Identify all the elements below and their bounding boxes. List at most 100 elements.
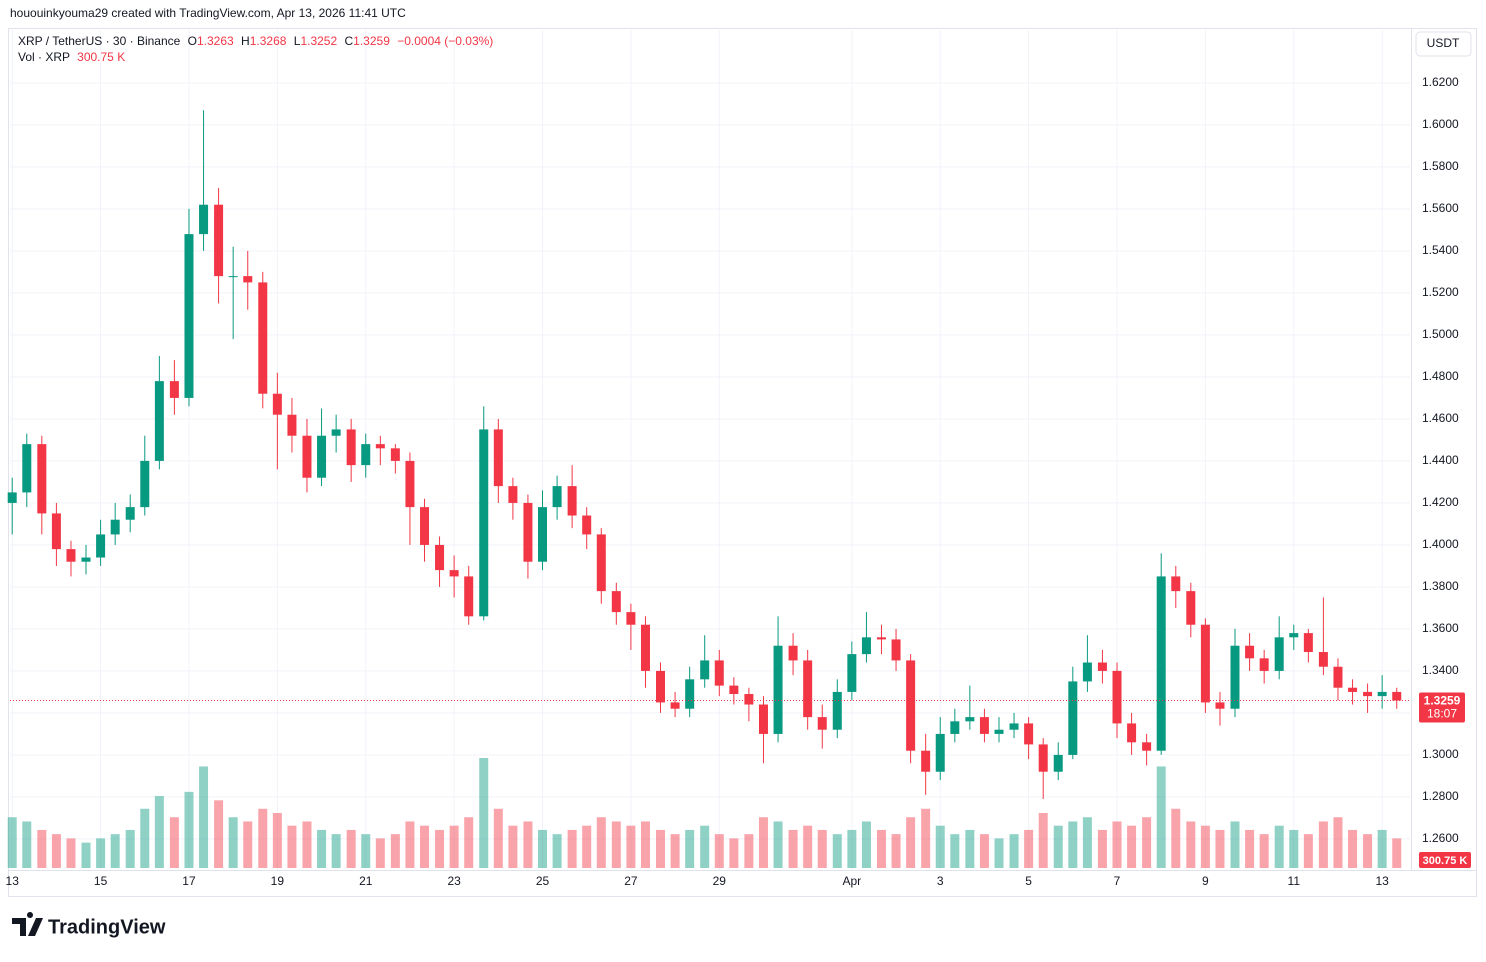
brand: TradingView xyxy=(48,916,166,938)
volume-bar xyxy=(1009,834,1019,868)
candle-body xyxy=(965,717,975,722)
candle-body xyxy=(1274,637,1284,671)
candle-body xyxy=(435,544,445,571)
brand-logo: TradingView xyxy=(12,911,166,938)
candle-body xyxy=(272,393,282,415)
candle-body xyxy=(1363,691,1373,697)
volume-bar xyxy=(817,829,827,868)
y-tick-label: 1.3800 xyxy=(1422,579,1459,593)
volume-bar xyxy=(935,825,945,868)
candle-body xyxy=(979,717,989,734)
last-price-label: 1.3259 xyxy=(1424,694,1461,708)
candle-body xyxy=(154,381,164,461)
candle-body xyxy=(803,660,813,718)
volume-bar xyxy=(493,808,503,868)
volume-bar xyxy=(1082,817,1092,868)
chart-frame xyxy=(8,28,1477,897)
candle-body xyxy=(243,276,253,283)
volume-bar xyxy=(640,821,650,868)
candle-body xyxy=(1245,645,1255,659)
candle-body xyxy=(611,591,621,613)
volume-bar xyxy=(140,808,150,868)
x-tick-label: 29 xyxy=(713,874,727,888)
high-label: H xyxy=(241,34,250,48)
candle-body xyxy=(420,507,430,545)
x-tick-label: 11 xyxy=(1288,874,1301,888)
volume-bar xyxy=(1303,834,1313,868)
volume-bar xyxy=(1112,821,1122,868)
candle-body xyxy=(214,204,224,277)
candle-body xyxy=(1024,723,1034,745)
volume-bar xyxy=(110,834,120,868)
volume-bar xyxy=(22,821,32,868)
x-tick-label: 13 xyxy=(6,874,20,888)
volume-bar xyxy=(214,800,224,868)
volume-bar xyxy=(832,834,842,868)
candle-body xyxy=(184,234,194,398)
candle-body xyxy=(1200,624,1210,703)
x-tick-label: 15 xyxy=(94,874,108,888)
candle-body xyxy=(906,660,916,751)
x-tick-label: 13 xyxy=(1375,874,1389,888)
y-tick-label: 1.3400 xyxy=(1422,663,1459,677)
volume-bar xyxy=(66,838,76,868)
candle-body xyxy=(1171,576,1181,592)
volume-legend: Vol · XRP 300.75 K xyxy=(18,50,125,64)
candle-body xyxy=(125,507,135,520)
volume-bar xyxy=(1068,821,1078,868)
x-tick-label: 21 xyxy=(359,874,373,888)
volume-bar xyxy=(670,834,680,868)
volume-bar xyxy=(552,834,562,868)
candle-body xyxy=(670,702,680,709)
volume-bar xyxy=(302,821,312,868)
volume-bar xyxy=(906,817,916,868)
x-tick-label: 9 xyxy=(1202,874,1209,888)
volume-label: Vol · XRP xyxy=(18,50,70,64)
candle-body xyxy=(1318,652,1328,667)
y-tick-label: 1.6000 xyxy=(1422,117,1459,131)
candle-body xyxy=(685,679,695,709)
volume-bar xyxy=(1318,821,1328,868)
low-value: 1.3252 xyxy=(300,34,337,48)
candle-body xyxy=(302,435,312,478)
volume-bar xyxy=(656,829,666,868)
candle-body xyxy=(1068,681,1078,755)
candle-body xyxy=(847,654,857,692)
volume-bar xyxy=(184,791,194,868)
volume-bar xyxy=(1333,817,1343,868)
volume-bar xyxy=(1142,817,1152,868)
candle-body xyxy=(1333,666,1343,688)
candle-body xyxy=(640,624,650,671)
volume-bar xyxy=(51,834,61,868)
y-tick-label: 1.5000 xyxy=(1422,327,1459,341)
volume-bar xyxy=(596,817,606,868)
volume-bar xyxy=(861,821,871,868)
currency[interactable]: USDT xyxy=(1427,36,1460,50)
candle-body xyxy=(1112,670,1122,724)
candle-body xyxy=(1259,658,1269,671)
y-tick-label: 1.4200 xyxy=(1422,495,1459,509)
currency-button[interactable] xyxy=(1415,31,1472,57)
y-tick-label: 1.6200 xyxy=(1422,75,1459,89)
volume-bar xyxy=(1363,834,1373,868)
open-label: O xyxy=(188,34,197,48)
candle-body xyxy=(110,519,120,535)
candle-body xyxy=(66,549,76,562)
candle-body xyxy=(758,704,768,734)
candle-body xyxy=(1303,633,1313,653)
volume-bar xyxy=(1127,825,1137,868)
candle-body xyxy=(1348,687,1358,692)
volume-bar xyxy=(390,834,400,868)
candle-body xyxy=(1215,702,1225,709)
volume-bar xyxy=(582,825,592,868)
candle-body xyxy=(744,694,754,705)
volume-bar xyxy=(1200,825,1210,868)
candle-body xyxy=(140,460,150,508)
x-tick-label: 27 xyxy=(624,874,638,888)
volume-bar xyxy=(96,838,106,868)
candle-body xyxy=(817,717,827,730)
volume-bar xyxy=(1348,829,1358,868)
volume-bar xyxy=(331,834,341,868)
candle-body xyxy=(405,460,415,508)
candle-body xyxy=(51,513,61,550)
